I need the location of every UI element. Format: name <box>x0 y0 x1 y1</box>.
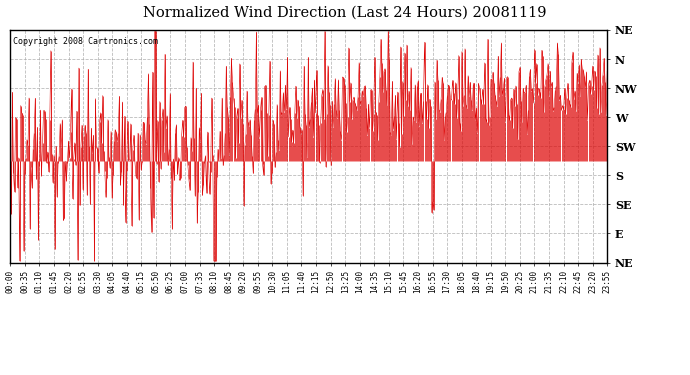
Text: Normalized Wind Direction (Last 24 Hours) 20081119: Normalized Wind Direction (Last 24 Hours… <box>144 6 546 20</box>
Text: Copyright 2008 Cartronics.com: Copyright 2008 Cartronics.com <box>13 37 158 46</box>
